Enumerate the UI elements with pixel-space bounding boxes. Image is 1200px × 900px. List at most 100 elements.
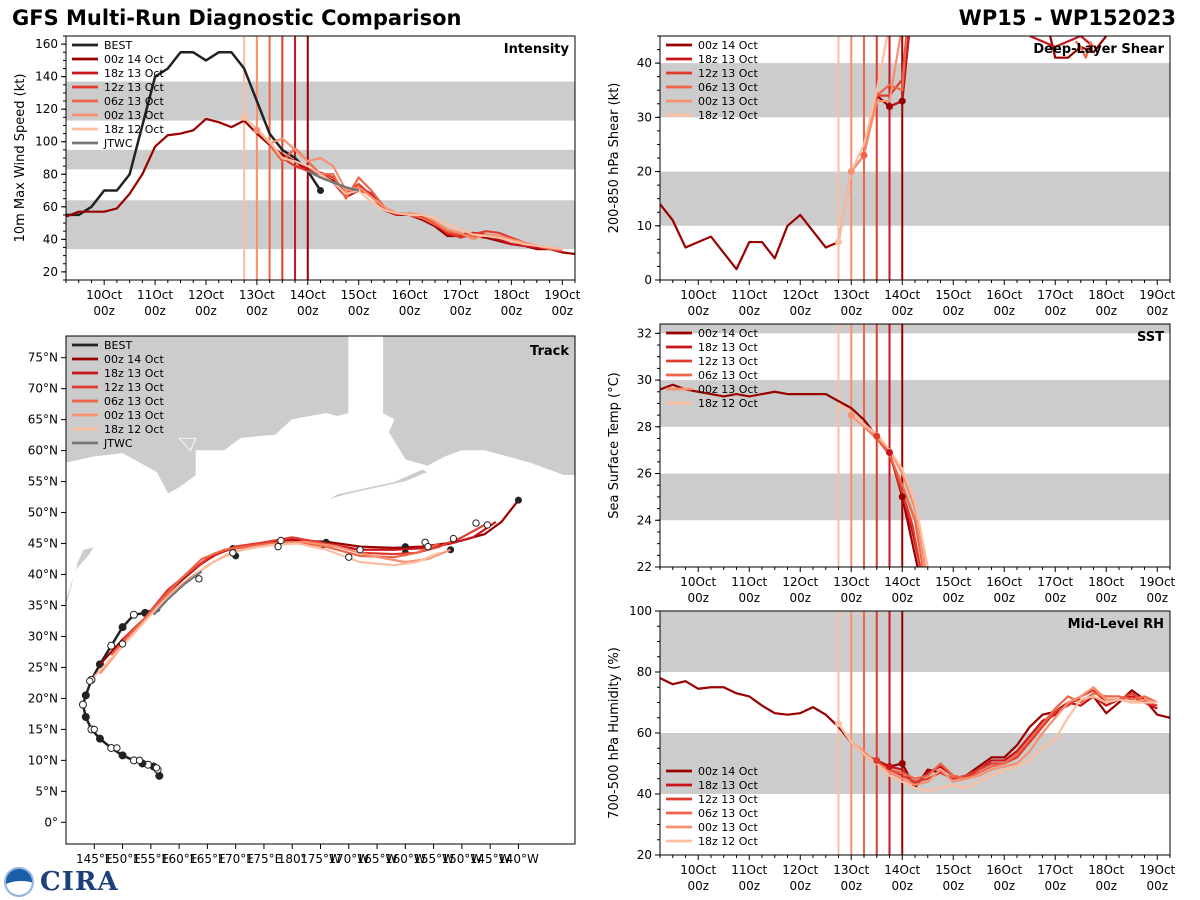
track-legend-label: 06z 13 Oct — [104, 395, 164, 408]
shear-x-tick-label: 10Oct — [680, 288, 716, 302]
intensity-legend-label: BEST — [104, 39, 132, 52]
shear-x-tick-label: 00z — [789, 304, 811, 318]
track-x-tick-label: 170°W — [328, 852, 369, 866]
track-legend-label: 00z 13 Oct — [104, 409, 164, 422]
intensity-y-tick-label: 120 — [35, 102, 58, 116]
sst-x-tick-label: 00z — [1146, 591, 1168, 605]
rh-x-tick-label: 17Oct — [1037, 863, 1073, 877]
intensity-x-tick-label: 19Oct — [544, 288, 580, 302]
intensity-x-tick-label: 00z — [144, 304, 166, 318]
shear-band — [660, 171, 1170, 226]
intensity-x-tick-label: 00z — [246, 304, 268, 318]
track-open-marker — [152, 764, 161, 772]
shear-x-tick-label: 00z — [738, 304, 760, 318]
sst-legend-label: 12z 13 Oct — [698, 355, 758, 368]
track-best-marker — [118, 623, 127, 632]
shear-y-tick-label: 40 — [637, 56, 652, 70]
track-best-marker — [107, 641, 116, 650]
track-legend-label: BEST — [104, 339, 132, 352]
intensity-series-end-marker — [317, 187, 324, 195]
shear-legend-label: 00z 13 Oct — [698, 95, 758, 108]
rh-x-tick-label: 00z — [942, 879, 964, 893]
track-y-tick-label: 50°N — [28, 506, 58, 520]
shear-series-line — [1029, 36, 1095, 48]
shear-x-tick-label: 00z — [1044, 304, 1066, 318]
intensity-x-tick-label: 17Oct — [442, 288, 478, 302]
shear-x-tick-label: 16Oct — [986, 288, 1022, 302]
track-open-marker — [345, 553, 353, 561]
shear-band — [660, 63, 1170, 118]
rh-x-tick-label: 14Oct — [884, 863, 920, 877]
track-best-marker — [129, 610, 138, 619]
rh-x-tick-label: 00z — [1146, 879, 1168, 893]
sst-x-tick-label: 14Oct — [884, 575, 920, 589]
track-x-tick-label: 140°W — [498, 852, 539, 866]
intensity-legend-label: JTWC — [103, 137, 133, 150]
intensity-series-line — [256, 129, 563, 251]
rh-band — [660, 611, 1170, 672]
rh-x-tick-label: 00z — [738, 879, 760, 893]
track-y-tick-label: 75°N — [28, 351, 58, 365]
intensity-point-marker — [240, 113, 248, 121]
sst-x-tick-label: 00z — [993, 591, 1015, 605]
track-land-alaska — [382, 336, 575, 476]
track-open-marker — [229, 549, 237, 557]
sst-x-tick-label: 00z — [687, 591, 709, 605]
sst-point-marker — [873, 432, 881, 440]
rh-y-tick-label: 20 — [637, 848, 652, 862]
sst-x-tick-label: 10Oct — [680, 575, 716, 589]
rh-x-tick-label: 10Oct — [680, 863, 716, 877]
track-x-tick-label: 155°W — [413, 852, 454, 866]
shear-x-tick-label: 00z — [840, 304, 862, 318]
sst-y-tick-label: 24 — [637, 513, 652, 527]
sst-x-tick-label: 00z — [942, 591, 964, 605]
noaa-logo-icon — [4, 867, 34, 897]
track-y-tick-label: 60°N — [28, 444, 58, 458]
sst-point-marker — [847, 411, 855, 419]
track-land-kamchatka-gap — [178, 437, 197, 452]
shear-x-tick-label: 00z — [687, 304, 709, 318]
rh-x-tick-label: 00z — [840, 879, 862, 893]
shear-legend-label: 18z 12 Oct — [698, 109, 758, 122]
sst-x-tick-label: 17Oct — [1037, 575, 1073, 589]
sst-x-tick-label: 00z — [789, 591, 811, 605]
track-x-tick-label: 150°E — [104, 852, 141, 866]
sst-x-tick-label: 00z — [1044, 591, 1066, 605]
sst-legend-label: 00z 14 Oct — [698, 327, 758, 340]
track-position-marker — [514, 496, 522, 504]
shear-x-tick-label: 00z — [942, 304, 964, 318]
rh-x-tick-label: 00z — [891, 879, 913, 893]
rh-point-marker — [886, 763, 893, 771]
intensity-legend-label: 18z 13 Oct — [104, 67, 164, 80]
shear-x-tick-label: 14Oct — [884, 288, 920, 302]
track-open-marker — [483, 521, 492, 529]
shear-x-tick-label: 18Oct — [1088, 288, 1124, 302]
shear-y-tick-label: 10 — [637, 219, 652, 233]
intensity-x-tick-label: 00z — [450, 304, 472, 318]
rh-x-tick-label: 12Oct — [782, 863, 818, 877]
track-x-tick-label: 150°W — [441, 852, 482, 866]
shear-series-line — [1049, 36, 1108, 59]
rh-x-tick-label: 13Oct — [833, 863, 869, 877]
intensity-x-tick-label: 14Oct — [290, 288, 326, 302]
sst-x-tick-label: 19Oct — [1139, 575, 1175, 589]
rh-y-tick-label: 100 — [629, 604, 652, 618]
shear-legend-label: 06z 13 Oct — [698, 81, 758, 94]
shear-legend-label: 12z 13 Oct — [698, 67, 758, 80]
shear-x-tick-label: 00z — [1146, 304, 1168, 318]
sst-legend-label: 18z 12 Oct — [698, 397, 758, 410]
rh-point-marker — [835, 720, 842, 728]
intensity-series-line — [307, 169, 359, 192]
track-series-line — [99, 499, 520, 666]
rh-legend-label: 18z 12 Oct — [698, 835, 758, 848]
sst-y-tick-label: 26 — [637, 467, 652, 481]
cira-logo: CIRA — [4, 866, 119, 898]
intensity-y-tick-label: 100 — [35, 135, 58, 149]
rh-series-line — [850, 686, 1158, 786]
track-best-marker — [81, 691, 90, 700]
rh-x-tick-label: 00z — [1095, 879, 1117, 893]
intensity-plot-area — [66, 36, 575, 280]
track-x-tick-label: 165°E — [189, 852, 226, 866]
shear-panel: 10Oct 00z 11Oct 00z 12Oct 00z 13Oct 00z 14Oct 00z… — [607, 35, 1176, 318]
